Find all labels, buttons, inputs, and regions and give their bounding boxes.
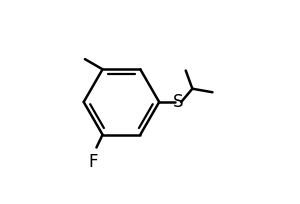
Text: S: S <box>173 93 184 111</box>
Text: F: F <box>88 153 98 171</box>
